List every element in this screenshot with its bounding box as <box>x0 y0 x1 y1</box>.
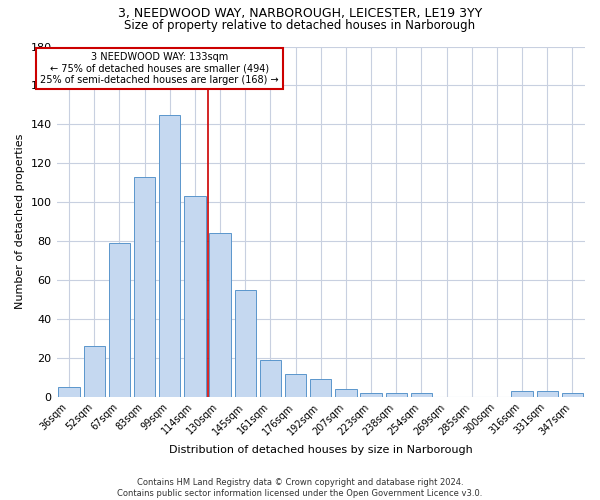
Bar <box>511 391 533 397</box>
Bar <box>386 393 407 397</box>
Bar <box>134 177 155 397</box>
Bar <box>361 393 382 397</box>
Bar <box>83 346 105 397</box>
Bar <box>235 290 256 397</box>
Text: 3, NEEDWOOD WAY, NARBOROUGH, LEICESTER, LE19 3YY: 3, NEEDWOOD WAY, NARBOROUGH, LEICESTER, … <box>118 8 482 20</box>
Bar <box>209 234 231 397</box>
Bar <box>310 380 331 397</box>
Bar <box>109 243 130 397</box>
Y-axis label: Number of detached properties: Number of detached properties <box>15 134 25 310</box>
Bar <box>159 114 181 397</box>
Text: Contains HM Land Registry data © Crown copyright and database right 2024.
Contai: Contains HM Land Registry data © Crown c… <box>118 478 482 498</box>
Bar <box>184 196 206 397</box>
Bar <box>562 393 583 397</box>
Bar <box>260 360 281 397</box>
Bar <box>58 387 80 397</box>
Text: 3 NEEDWOOD WAY: 133sqm
← 75% of detached houses are smaller (494)
25% of semi-de: 3 NEEDWOOD WAY: 133sqm ← 75% of detached… <box>40 52 279 85</box>
X-axis label: Distribution of detached houses by size in Narborough: Distribution of detached houses by size … <box>169 445 473 455</box>
Text: Size of property relative to detached houses in Narborough: Size of property relative to detached ho… <box>124 19 476 32</box>
Bar <box>285 374 307 397</box>
Bar <box>411 393 432 397</box>
Bar <box>536 391 558 397</box>
Bar <box>335 389 356 397</box>
